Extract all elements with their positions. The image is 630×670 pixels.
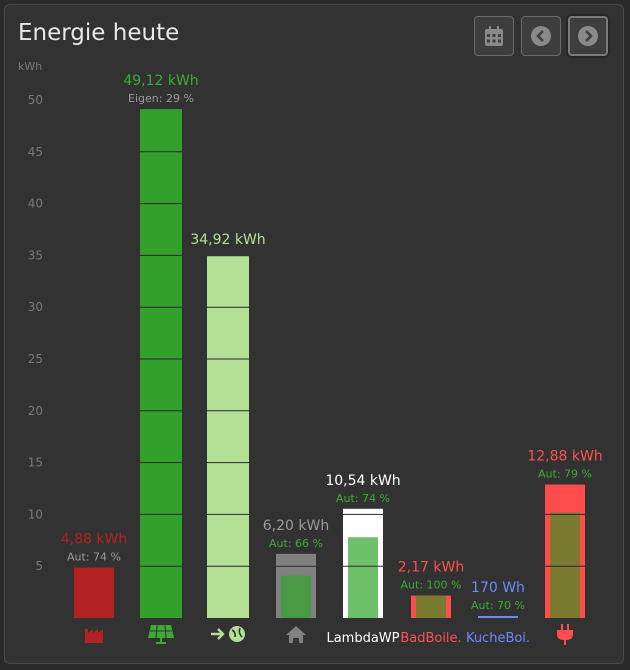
chevron-left-circle-icon xyxy=(531,26,551,46)
y-tick-label: 20 xyxy=(28,404,43,418)
calendar-button[interactable] xyxy=(474,16,514,56)
next-day-button[interactable] xyxy=(568,16,608,56)
bar-value-label: 12,88 kWh xyxy=(527,449,602,465)
y-tick-label: 10 xyxy=(28,507,43,521)
y-tick-label: 30 xyxy=(28,300,43,314)
bar-sub-label: Aut: 66 % xyxy=(269,537,323,550)
bar xyxy=(74,567,114,618)
bar-value-label: 10,54 kWh xyxy=(325,473,400,489)
y-axis-unit: kWh xyxy=(18,60,42,73)
bar-sub-label: Aut: 79 % xyxy=(538,468,592,481)
plug-icon xyxy=(557,624,573,645)
category-label: LambdaWP xyxy=(326,631,399,646)
y-tick-label: 40 xyxy=(28,197,43,211)
autarky-inner-bar xyxy=(348,537,378,618)
y-tick-label: 15 xyxy=(28,456,43,470)
bar-sub-label: Aut: 100 % xyxy=(401,579,462,592)
house-icon xyxy=(286,626,306,643)
autarky-inner-bar xyxy=(281,575,311,618)
bar-value-label: 170 Wh xyxy=(471,580,525,596)
bar-value-label: 49,12 kWh xyxy=(123,73,198,89)
grid-export-icon xyxy=(211,626,245,642)
solar-panel-icon xyxy=(148,624,174,644)
factory-icon xyxy=(85,629,103,643)
y-tick-label: 5 xyxy=(35,559,43,573)
autarky-inner-bar xyxy=(550,512,580,618)
bar xyxy=(478,616,518,618)
previous-day-button[interactable] xyxy=(521,16,561,56)
page-title: Energie heute xyxy=(18,20,180,46)
y-tick-label: 50 xyxy=(28,93,43,107)
bar-sub-label: Aut: 74 % xyxy=(336,492,390,505)
bar-value-label: 34,92 kWh xyxy=(190,232,265,248)
bar-sub-label: Eigen: 29 % xyxy=(128,92,194,105)
bar-value-label: 6,20 kWh xyxy=(263,518,329,534)
bar xyxy=(207,256,249,618)
y-tick-label: 35 xyxy=(28,248,43,262)
category-label: KucheBoi. xyxy=(466,631,530,646)
bar-sub-label: Aut: 74 % xyxy=(67,550,121,563)
bar-sub-label: Aut: 70 % xyxy=(471,599,525,612)
bar-value-label: 2,17 kWh xyxy=(398,560,464,576)
calendar-icon xyxy=(485,26,503,46)
bar-value-label: 4,88 kWh xyxy=(61,531,127,547)
autarky-inner-bar xyxy=(416,595,446,618)
y-tick-label: 45 xyxy=(28,145,43,159)
chevron-right-circle-icon xyxy=(578,26,598,46)
bar xyxy=(140,109,182,619)
category-label: BadBoile. xyxy=(400,631,461,646)
y-tick-label: 25 xyxy=(28,352,43,366)
